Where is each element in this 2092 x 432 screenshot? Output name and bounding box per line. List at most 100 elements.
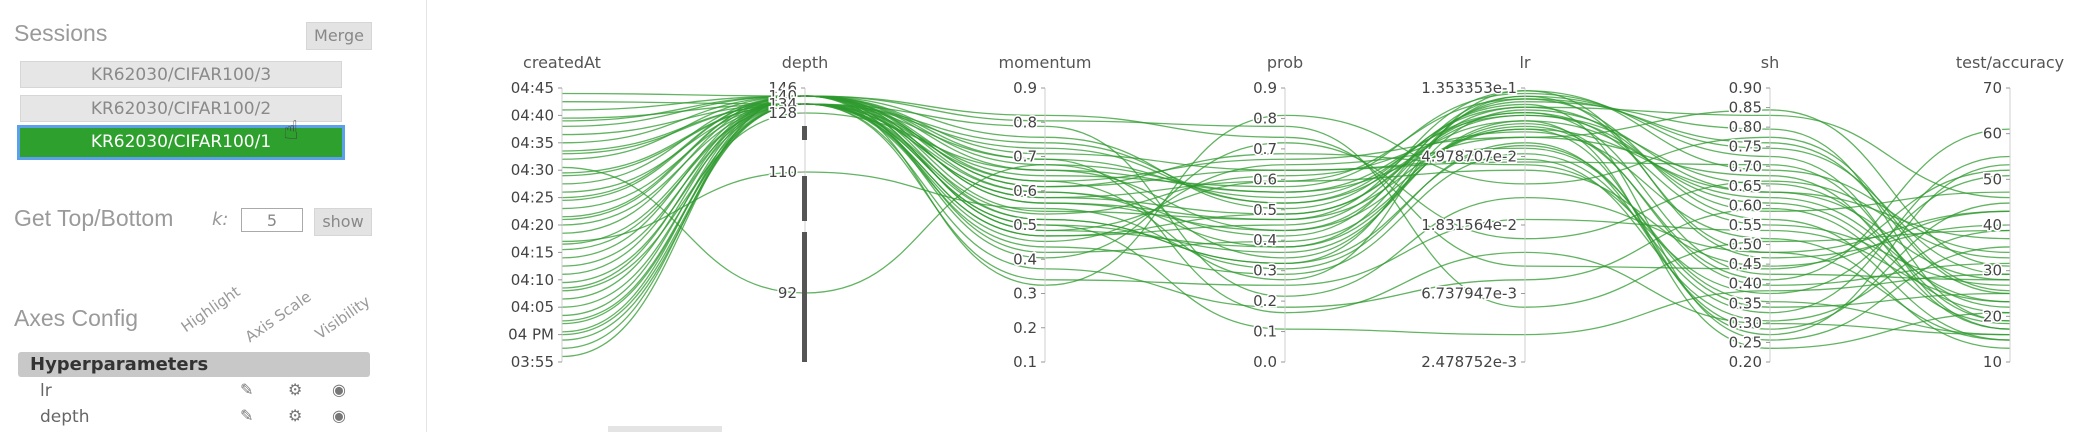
run-line-38[interactable] xyxy=(561,95,2011,308)
tick-label: 0.40 xyxy=(1729,275,1762,293)
sidebar: Sessions Merge KR62030/CIFAR100/3 KR6203… xyxy=(0,0,427,432)
k-input[interactable]: 5 xyxy=(241,208,303,232)
tick-label: 1.353353e-1 xyxy=(1421,79,1517,97)
tick-label: 0.1 xyxy=(1013,353,1037,371)
axis-scale-column-label: Axis Scale xyxy=(241,287,315,346)
tick-label: 128 xyxy=(768,104,797,122)
axis-title-1[interactable]: depth xyxy=(782,53,829,72)
depth-brush-0[interactable] xyxy=(802,126,807,140)
tick-label: 6.737947e-3 xyxy=(1421,285,1517,303)
run-line-28[interactable] xyxy=(561,95,2011,308)
tick-label: 10 xyxy=(1983,353,2002,371)
tick-label: 0.6 xyxy=(1013,182,1037,200)
eye-icon[interactable]: ◉ xyxy=(332,406,346,425)
tick-label: 0.30 xyxy=(1729,314,1762,332)
tick-label: 0.5 xyxy=(1013,216,1037,234)
tick-label: 04 PM xyxy=(508,326,554,344)
tick-label: 30 xyxy=(1983,262,2002,280)
tick-label: 04:25 xyxy=(511,189,554,207)
tick-label: 70 xyxy=(1983,79,2002,97)
axis-title-2[interactable]: momentum xyxy=(999,53,1092,72)
tick-label: 0.45 xyxy=(1729,255,1762,273)
axis-title-5[interactable]: sh xyxy=(1761,53,1779,72)
tick-label: 146 xyxy=(768,79,797,97)
gear-icon[interactable]: ⚙ xyxy=(288,406,303,425)
tick-label: 0.3 xyxy=(1253,262,1277,280)
tick-label: 92 xyxy=(778,284,797,302)
tick-label: 0.85 xyxy=(1729,99,1762,117)
param-label-depth: depth xyxy=(40,407,90,427)
session-item[interactable]: KR62030/CIFAR100/3 xyxy=(20,61,342,88)
tick-label: 0.9 xyxy=(1253,79,1277,97)
parallel-coordinates-chart[interactable]: createdAt 04:45 04:40 04:35 04:30 04:25 04:20 0… xyxy=(430,0,2070,420)
tick-label: 0.35 xyxy=(1729,294,1762,312)
tick-label: 0.4 xyxy=(1253,231,1277,249)
tick-label: 04:05 xyxy=(511,298,554,316)
scrollbar[interactable] xyxy=(608,426,722,432)
tick-label: 4.978707e-2 xyxy=(1421,148,1517,166)
tick-label: 0.55 xyxy=(1729,216,1762,234)
session-item[interactable]: KR62030/CIFAR100/2 xyxy=(20,95,342,122)
tick-label: 0.2 xyxy=(1253,292,1277,310)
tick-label: 2.478752e-3 xyxy=(1421,353,1517,371)
gear-icon[interactable]: ⚙ xyxy=(288,380,303,399)
tick-label: 0.0 xyxy=(1253,353,1277,371)
tick-label: 1.831564e-2 xyxy=(1421,216,1517,234)
depth-brush-2[interactable] xyxy=(802,232,807,362)
tick-label: 50 xyxy=(1983,170,2002,188)
tick-label: 0.7 xyxy=(1013,148,1037,166)
run-line-39[interactable] xyxy=(561,103,2011,336)
tick-label: 60 xyxy=(1983,125,2002,143)
show-button[interactable]: show xyxy=(314,208,372,236)
depth-brush-1[interactable] xyxy=(802,176,807,221)
tick-label: 40 xyxy=(1983,216,2002,234)
tick-label: 0.20 xyxy=(1729,353,1762,371)
top-bottom-title: Get Top/Bottom xyxy=(14,205,174,231)
visibility-column-label: Visibility xyxy=(311,292,374,343)
tick-label: 04:35 xyxy=(511,134,554,152)
tick-label: 04:40 xyxy=(511,106,554,124)
highlight-column-label: Highlight xyxy=(177,282,244,336)
run-line-19[interactable] xyxy=(561,95,2011,341)
axis-title-0[interactable]: createdAt xyxy=(523,53,601,72)
pen-icon[interactable]: ✎ xyxy=(240,406,254,425)
tick-label: 20 xyxy=(1983,307,2002,325)
tick-label: 0.4 xyxy=(1013,250,1037,268)
pen-icon[interactable]: ✎ xyxy=(240,380,254,399)
tick-label: 04:30 xyxy=(511,161,554,179)
tick-label: 0.60 xyxy=(1729,196,1762,214)
tick-label: 04:10 xyxy=(511,271,554,289)
session-item-active[interactable]: KR62030/CIFAR100/1 xyxy=(17,125,345,160)
eye-icon[interactable]: ◉ xyxy=(332,380,346,399)
axis-title-3[interactable]: prob xyxy=(1267,53,1303,72)
tick-label: 0.7 xyxy=(1253,140,1277,158)
hand-cursor-icon: ☝ xyxy=(283,116,299,146)
axis-title-4[interactable]: lr xyxy=(1519,53,1530,72)
run-line-11[interactable] xyxy=(561,103,2011,308)
tick-label: 0.8 xyxy=(1013,113,1037,131)
merge-button[interactable]: Merge xyxy=(306,22,372,50)
tick-label: 04:45 xyxy=(511,79,554,97)
tick-label: 0.50 xyxy=(1729,236,1762,254)
tick-label: 0.75 xyxy=(1729,138,1762,156)
tick-label: 04:15 xyxy=(511,243,554,261)
tick-label: 0.6 xyxy=(1253,170,1277,188)
tick-label: 03:55 xyxy=(511,353,554,371)
tick-label: 0.9 xyxy=(1013,79,1037,97)
hyperparameters-group[interactable]: Hyperparameters xyxy=(18,352,370,377)
sessions-title: Sessions xyxy=(14,20,108,46)
tick-label: 04:20 xyxy=(511,216,554,234)
tick-label: 0.2 xyxy=(1013,319,1037,337)
tick-label: 140 xyxy=(768,87,797,105)
tick-label: 0.8 xyxy=(1253,109,1277,127)
tick-label: 0.65 xyxy=(1729,177,1762,195)
run-line-9[interactable] xyxy=(561,95,2011,341)
tick-label: 0.1 xyxy=(1253,323,1277,341)
tick-label: 134 xyxy=(768,95,797,113)
k-label: k: xyxy=(212,209,229,230)
axis-title-6[interactable]: test/accuracy xyxy=(1956,53,2064,72)
axes-config-title: Axes Config xyxy=(14,305,139,331)
tick-label: 0.70 xyxy=(1729,157,1762,175)
tick-label: 0.80 xyxy=(1729,118,1762,136)
tick-label: 0.25 xyxy=(1729,333,1762,351)
